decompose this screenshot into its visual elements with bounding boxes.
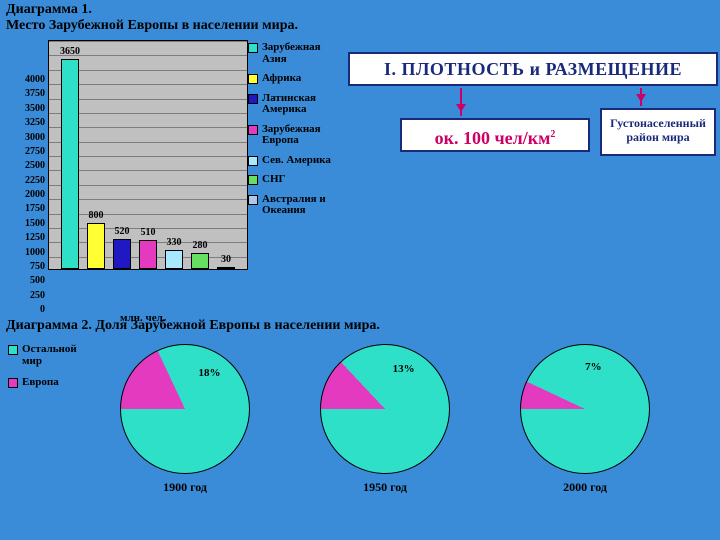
pie-caption: 1900 год — [100, 480, 270, 495]
ytick-label: 0 — [11, 304, 45, 315]
density-value: ок. 100 чел/км — [435, 128, 551, 148]
legend-label: Зарубежная Азия — [262, 42, 348, 65]
bar-value-label: 510 — [141, 227, 156, 238]
legend-swatch — [248, 74, 258, 84]
region-box: Густонаселенный район мира — [600, 108, 716, 156]
legend-swatch — [248, 195, 258, 205]
legend-item: Сев. Америка — [248, 155, 348, 167]
pie-chart: 7% 2000 год — [500, 344, 670, 495]
legend-label: Австралия и Океания — [262, 194, 348, 217]
arrow-icon — [640, 88, 642, 106]
ytick-label: 3750 — [11, 88, 45, 99]
legend-item: Зарубежная Европа — [248, 124, 348, 147]
pie-pct-label: 13% — [393, 363, 415, 375]
pie: 18% — [120, 344, 250, 474]
region-text-b: район мира — [602, 130, 714, 144]
legend-swatch — [248, 175, 258, 185]
bar-value-label: 520 — [115, 226, 130, 237]
bar — [217, 267, 235, 269]
pie: 7% — [520, 344, 650, 474]
ytick-label: 3250 — [11, 117, 45, 128]
arrow-icon — [460, 88, 462, 116]
info-title-box: I. ПЛОТНОСТЬ и РАЗМЕЩЕНИЕ — [348, 52, 718, 86]
pie-pct-label: 18% — [199, 367, 221, 379]
legend-item: Австралия и Океания — [248, 194, 348, 217]
diagram1-title-b: Место Зарубежной Европы в населении мира… — [6, 18, 298, 34]
bar — [139, 240, 157, 269]
legend-label: Африка — [262, 73, 301, 85]
ytick-label: 3000 — [11, 132, 45, 143]
bar-value-label: 30 — [221, 254, 231, 265]
ytick-label: 3500 — [11, 103, 45, 114]
pie-legend: Остальной мир Европа — [8, 344, 80, 399]
bar-value-label: 800 — [89, 210, 104, 221]
ytick-label: 1500 — [11, 218, 45, 229]
legend-item: Зарубежная Азия — [248, 42, 348, 65]
pie-caption: 2000 год — [500, 480, 670, 495]
ytick-label: 1250 — [11, 232, 45, 243]
bar — [165, 250, 183, 269]
pie-chart: 18% 1900 год — [100, 344, 270, 495]
density-box: ок. 100 чел/км2 — [400, 118, 590, 152]
legend-label: Сев. Америка — [262, 155, 331, 167]
legend-swatch — [248, 125, 258, 135]
ytick-label: 4000 — [11, 74, 45, 85]
ytick-label: 500 — [11, 275, 45, 286]
bar-value-label: 280 — [193, 240, 208, 251]
ytick-label: 1000 — [11, 247, 45, 258]
ytick-label: 2750 — [11, 146, 45, 157]
ytick-label: 2500 — [11, 160, 45, 171]
ytick-label: 2250 — [11, 175, 45, 186]
bar — [87, 223, 105, 269]
density-sup: 2 — [550, 129, 555, 140]
bar — [113, 239, 131, 269]
bar-chart-plot: 3650 800 520 510 330 280 30 — [48, 40, 248, 270]
legend-swatch — [8, 378, 18, 388]
legend-label: Латинская Америка — [262, 93, 348, 116]
diagram1-title-a: Диаграмма 1. — [6, 2, 92, 18]
ytick-label: 2000 — [11, 189, 45, 200]
region-text-a: Густонаселенный — [602, 116, 714, 130]
legend-label: СНГ — [262, 174, 286, 186]
pie: 13% — [320, 344, 450, 474]
legend-swatch — [8, 345, 18, 355]
diagram2-title: Диаграмма 2. Доля Зарубежной Европы в на… — [6, 318, 380, 334]
ytick-label: 250 — [11, 290, 45, 301]
bar — [61, 59, 79, 269]
pie-caption: 1950 год — [300, 480, 470, 495]
legend-item: Латинская Америка — [248, 93, 348, 116]
legend-swatch — [248, 43, 258, 53]
legend-item: Остальной мир — [8, 344, 80, 367]
legend-label: Европа — [22, 377, 59, 389]
legend-swatch — [248, 94, 258, 104]
pie-chart: 13% 1950 год — [300, 344, 470, 495]
legend-item: Европа — [8, 377, 80, 389]
legend-swatch — [248, 156, 258, 166]
bar-value-label: 3650 — [60, 46, 80, 57]
ytick-label: 750 — [11, 261, 45, 272]
legend-label: Зарубежная Европа — [262, 124, 348, 147]
bar-chart-legend: Зарубежная Азия Африка Латинская Америка За… — [248, 42, 348, 225]
pie-pct-label: 7% — [585, 361, 602, 373]
gridline — [49, 41, 247, 42]
slide-content: Диаграмма 1. Место Зарубежной Европы в н… — [0, 0, 720, 540]
legend-item: Африка — [248, 73, 348, 85]
legend-label: Остальной мир — [22, 344, 80, 367]
bar — [191, 253, 209, 269]
ytick-label: 1750 — [11, 203, 45, 214]
bar-value-label: 330 — [167, 237, 182, 248]
legend-item: СНГ — [248, 174, 348, 186]
